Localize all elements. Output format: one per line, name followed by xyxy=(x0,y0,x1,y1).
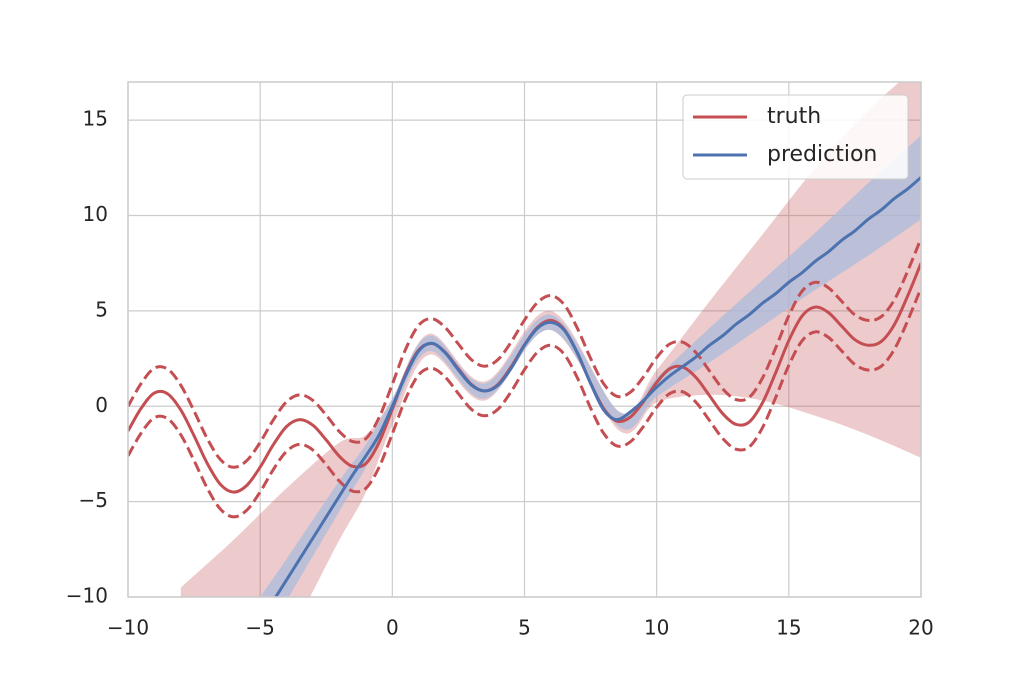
legend-label: truth xyxy=(767,104,821,129)
series-line xyxy=(274,176,921,597)
x-tick-label: 20 xyxy=(908,616,933,640)
uncertainty-band xyxy=(180,82,921,597)
y-tick-label: −5 xyxy=(79,488,108,512)
bound-line xyxy=(128,287,921,519)
x-tick-label: −10 xyxy=(107,616,149,640)
plot-frame xyxy=(127,81,922,598)
bound-line xyxy=(128,237,921,469)
x-tick-label: 0 xyxy=(386,616,399,640)
x-tick-label: 5 xyxy=(518,616,531,640)
y-tick-label: 0 xyxy=(95,393,108,417)
legend-label: prediction xyxy=(767,142,877,167)
y-tick-label: −10 xyxy=(66,584,108,608)
x-tick-label: 10 xyxy=(644,616,669,640)
y-tick-label: 15 xyxy=(83,107,108,131)
x-tick-label: 15 xyxy=(776,616,801,640)
y-tick-label: 10 xyxy=(83,202,108,226)
x-tick-label: −5 xyxy=(245,616,274,640)
y-tick-label: 5 xyxy=(95,297,108,321)
